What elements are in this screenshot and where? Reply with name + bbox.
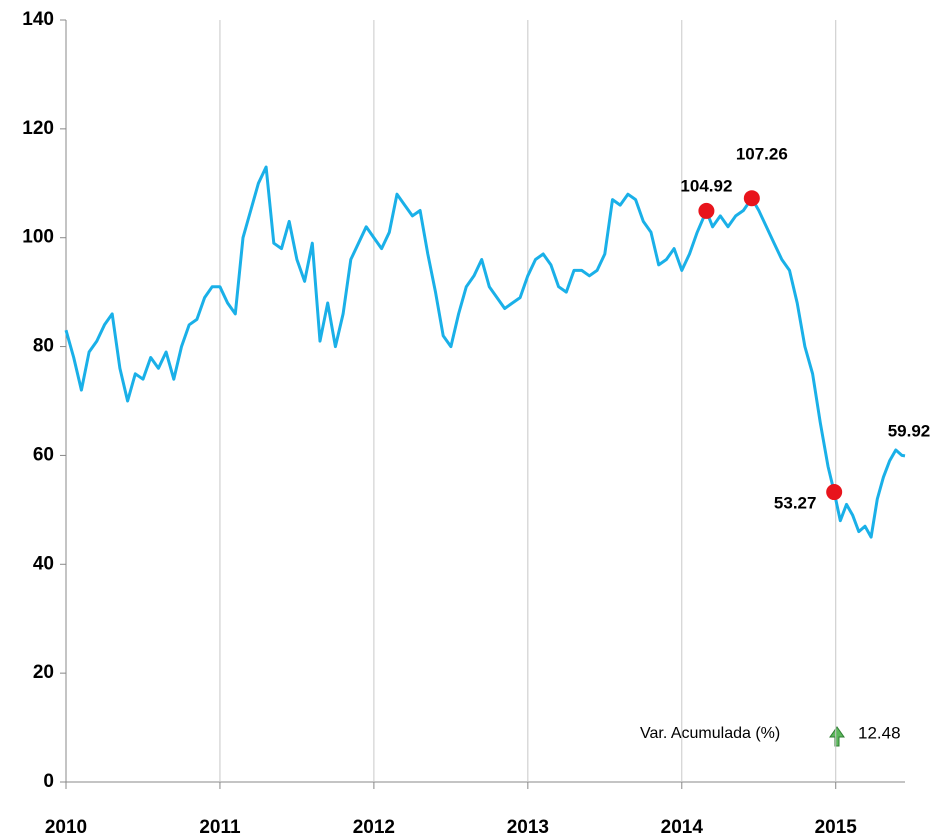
highlight-point — [826, 484, 843, 501]
y-tick-label: 20 — [33, 662, 54, 683]
y-tick-label: 80 — [33, 336, 54, 357]
y-tick-label: 60 — [33, 444, 54, 465]
highlight-point — [698, 202, 715, 219]
y-tick-label: 40 — [33, 553, 54, 574]
line — [64, 165, 906, 539]
x-tick-label: 2011 — [199, 817, 241, 838]
highlight-label: 107.26 — [736, 145, 788, 164]
y-tick-label: 120 — [22, 118, 54, 139]
x-tick-label: 2014 — [661, 817, 704, 838]
up-arrow — [829, 726, 845, 747]
y-tick-label: 0 — [43, 771, 54, 792]
y-tick-label: 140 — [22, 9, 54, 30]
end-label: 59.92 — [888, 421, 931, 440]
y-tick-label: 100 — [22, 227, 54, 248]
x-tick-label: 2013 — [507, 817, 549, 838]
highlight-point — [743, 190, 760, 207]
highlight-label: 53.27 — [774, 494, 817, 513]
summary-value: 12.48 — [858, 723, 901, 742]
x-tick-label: 2015 — [815, 817, 858, 838]
highlight-label: 104.92 — [680, 176, 732, 195]
summary-label: Var. Acumulada (%) — [640, 725, 780, 742]
x-tick-label: 2012 — [353, 817, 395, 838]
x-tick-label: 2010 — [45, 817, 87, 838]
